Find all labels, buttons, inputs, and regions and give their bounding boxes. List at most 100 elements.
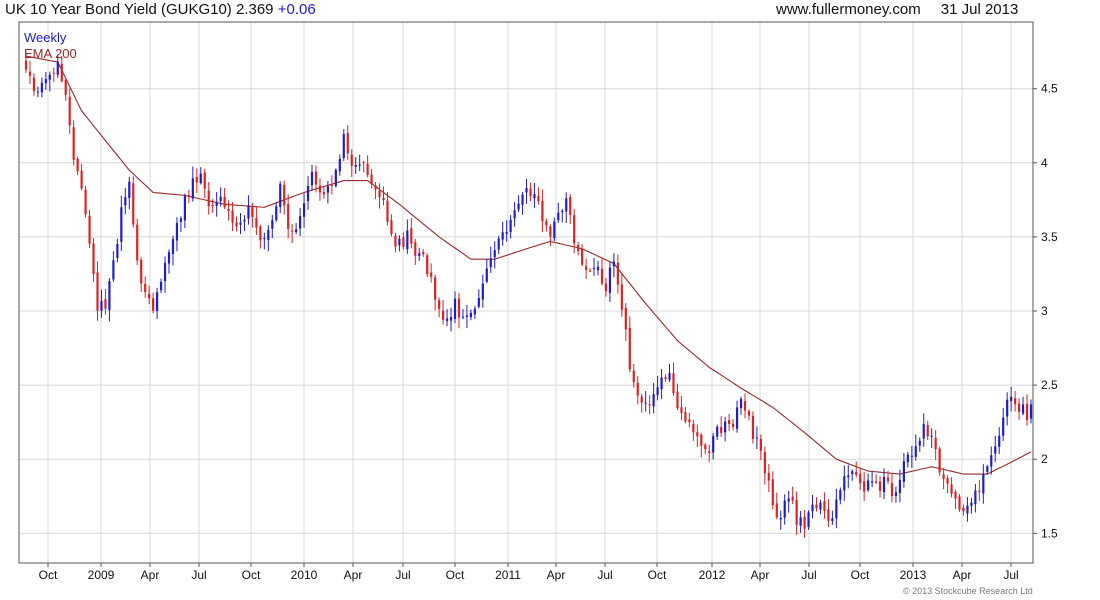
candle xyxy=(453,291,457,324)
candle-body xyxy=(330,185,333,187)
candle xyxy=(473,305,476,319)
y-tick-label: 3 xyxy=(1041,304,1048,318)
candle xyxy=(136,218,139,265)
candle-body xyxy=(469,312,472,318)
candle-body xyxy=(187,195,190,198)
candle xyxy=(100,289,103,318)
candle-body xyxy=(676,391,679,409)
candle-body xyxy=(398,238,401,246)
candle xyxy=(445,309,449,327)
candle xyxy=(600,258,604,286)
candle xyxy=(974,483,977,513)
candle xyxy=(612,253,615,278)
candle xyxy=(287,194,290,239)
candle-body xyxy=(624,307,627,330)
candle-body xyxy=(358,164,361,166)
candle-body xyxy=(664,377,667,380)
candle xyxy=(382,186,385,206)
candle-body xyxy=(930,435,933,437)
candle xyxy=(954,489,957,510)
candle xyxy=(755,426,759,450)
candle-body xyxy=(724,421,727,433)
candle-body xyxy=(283,184,286,206)
candle-body xyxy=(445,318,449,321)
candle xyxy=(747,409,751,421)
candle xyxy=(529,182,532,202)
candle xyxy=(271,214,274,239)
candle xyxy=(418,247,421,261)
candle xyxy=(596,260,600,276)
candle-body xyxy=(251,206,254,217)
candle-body xyxy=(354,164,357,167)
candle xyxy=(581,244,584,267)
candle-body xyxy=(60,63,63,82)
candle xyxy=(64,78,67,101)
candle-body xyxy=(906,454,909,463)
candle-body xyxy=(203,172,206,189)
candle-body xyxy=(175,222,179,241)
candle xyxy=(171,235,175,266)
candle-body xyxy=(24,60,28,70)
y-tick-label: 1.5 xyxy=(1041,526,1058,540)
candle xyxy=(660,368,663,399)
candle xyxy=(565,192,568,223)
candle-body xyxy=(859,473,862,484)
candle-body xyxy=(982,473,985,494)
candle xyxy=(183,193,186,229)
candle-body xyxy=(183,196,186,221)
candle-body xyxy=(116,244,119,259)
candle-body xyxy=(525,187,528,193)
candle xyxy=(36,86,40,98)
candle xyxy=(1006,392,1009,426)
candle-body xyxy=(656,387,659,396)
candle xyxy=(632,364,635,388)
candle xyxy=(1021,396,1025,416)
candle xyxy=(819,499,822,515)
candle xyxy=(636,376,639,405)
candle xyxy=(120,195,123,251)
candle-body xyxy=(811,504,814,512)
candle xyxy=(585,258,588,279)
candle xyxy=(56,54,59,78)
candle xyxy=(843,465,846,501)
chart-gridlines xyxy=(19,22,1033,563)
candle-body xyxy=(96,272,99,311)
candle-body xyxy=(497,238,500,250)
candle-body xyxy=(978,490,981,492)
candle-body xyxy=(211,204,214,207)
candle-body xyxy=(974,490,977,505)
candle xyxy=(541,189,544,233)
candle xyxy=(700,432,703,458)
candle xyxy=(390,214,393,237)
candle xyxy=(461,309,465,320)
candle-body xyxy=(871,481,874,483)
candle-body xyxy=(374,185,377,190)
candle-body xyxy=(402,237,405,247)
candle-body xyxy=(612,261,615,267)
candle-body xyxy=(219,196,222,202)
candle xyxy=(513,202,516,227)
candle-body xyxy=(195,177,198,183)
candle-body xyxy=(152,298,155,311)
chart-title: UK 10 Year Bond Yield (GUKG10) xyxy=(5,1,232,18)
candle xyxy=(152,292,155,314)
candle-body xyxy=(592,267,596,269)
candle xyxy=(32,73,36,96)
candle-body xyxy=(517,203,520,210)
candle xyxy=(167,249,171,274)
candle xyxy=(497,235,500,254)
candle xyxy=(1002,407,1005,441)
candle-body xyxy=(485,268,488,282)
candle-body xyxy=(696,432,699,437)
candle xyxy=(52,67,55,82)
candle-body xyxy=(779,517,782,520)
candle-body xyxy=(545,221,548,226)
candle xyxy=(370,168,373,189)
candle xyxy=(489,246,492,273)
candle xyxy=(835,488,838,529)
candle-body xyxy=(898,479,902,494)
y-tick-label: 4.5 xyxy=(1041,82,1058,96)
candle-body xyxy=(378,190,381,198)
candle-body xyxy=(430,272,433,277)
candle xyxy=(430,263,433,283)
